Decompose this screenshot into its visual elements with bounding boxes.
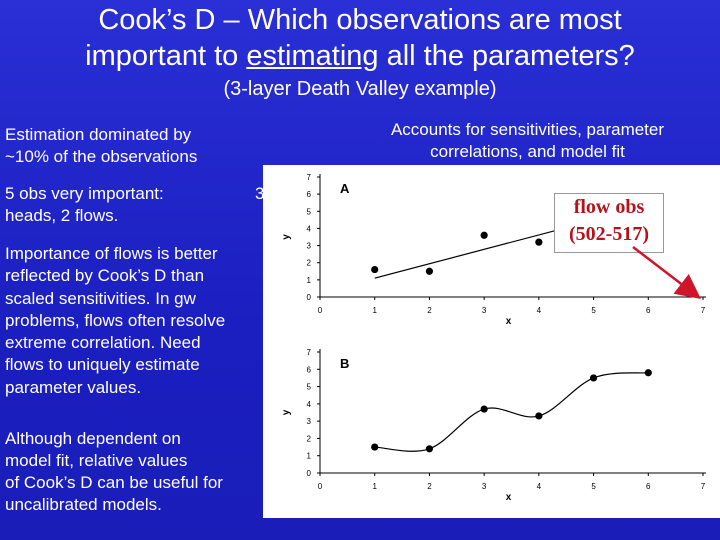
left-p2-line: heads, 2 flows. [5, 206, 119, 225]
left-p2-line: 5 obs very important: [5, 184, 164, 203]
y-tick-label: 7 [307, 173, 312, 182]
right-heading-line: correlations, and model fit [430, 142, 625, 161]
left-p3-line: parameter values. [5, 377, 142, 397]
data-point [644, 369, 652, 377]
left-p3-line: problems, flows often resolve [5, 310, 226, 330]
left-p4-line: model fit, relative values [5, 451, 188, 470]
x-tick-label: 3 [482, 306, 487, 315]
y-tick-label: 2 [307, 259, 312, 268]
y-tick-label: 1 [307, 276, 312, 285]
y-tick-label: 1 [307, 452, 312, 461]
panel-label: A [340, 181, 350, 196]
y-tick-label: 3 [307, 417, 312, 426]
data-point [425, 445, 434, 453]
left-paragraph-2: 5 obs very important: heads, 2 flows. [5, 183, 164, 227]
x-tick-label: 1 [372, 306, 377, 315]
y-tick-label: 6 [307, 365, 312, 374]
x-tick-label: 5 [591, 482, 596, 491]
left-p4-line: Although dependent on [5, 429, 181, 448]
data-point [589, 374, 598, 382]
x-tick-label: 7 [701, 482, 706, 491]
y-tick-label: 0 [307, 293, 312, 302]
title-underlined-word: estimating [246, 40, 379, 72]
x-tick-label: 3 [482, 482, 487, 491]
y-tick-label: 2 [307, 434, 312, 443]
right-heading: Accounts for sensitivities, parameter co… [355, 119, 700, 163]
y-tick-label: 0 [307, 469, 312, 478]
y-tick-label: 5 [307, 207, 312, 216]
left-p1-line: Estimation dominated by [5, 125, 192, 144]
y-tick-label: 5 [307, 383, 312, 392]
left-paragraph-3: Importance of flows is better reflected … [5, 243, 225, 399]
smooth-line [374, 372, 649, 452]
data-point [535, 412, 543, 420]
left-p3-line: scaled sensitivities. In gw [5, 288, 196, 308]
slide-title: Cook’s D – Which observations are most i… [0, 2, 720, 74]
y-tick-label: 6 [307, 190, 312, 199]
left-p1-line: ~10% of the observations [5, 147, 198, 166]
x-tick-label: 7 [701, 306, 706, 315]
flow-obs-callout: flow obs (502-517) [554, 193, 664, 253]
callout-line: (502-517) [569, 223, 649, 245]
x-tick-label: 6 [646, 306, 651, 315]
left-p4-line: of Cook’s D can be useful for [5, 473, 223, 492]
title-line-2: important to estimating all the paramete… [0, 38, 720, 74]
x-tick-label: 6 [646, 482, 651, 491]
y-tick-label: 4 [307, 400, 312, 409]
data-point [480, 405, 488, 413]
x-tick-label: 4 [537, 306, 542, 315]
left-p3-line: flows to uniquely estimate [5, 355, 200, 375]
left-paragraph-1: Estimation dominated by ~10% of the obse… [5, 124, 197, 168]
left-p4-line: uncalibrated models. [5, 495, 162, 514]
left-p3-line: extreme correlation. Need [5, 333, 201, 353]
y-tick-label: 3 [307, 242, 312, 251]
x-axis-label: x [506, 492, 512, 503]
left-p3-line: Importance of flows is better [5, 244, 218, 263]
callout-line: flow obs [573, 196, 645, 218]
title-line-2-pre: important to [85, 40, 247, 72]
title-line-1: Cook’s D – Which observations are most [98, 4, 622, 36]
x-tick-label: 5 [591, 306, 596, 315]
panel-label: B [340, 356, 349, 371]
left-paragraph-4: Although dependent on model fit, relativ… [5, 428, 223, 516]
data-point [535, 238, 543, 246]
data-point [371, 265, 379, 274]
x-tick-label: 4 [537, 482, 542, 491]
data-point [425, 267, 434, 275]
x-tick-label: 2 [427, 482, 432, 491]
left-p3-line: reflected by Cook’s D than [5, 266, 205, 286]
data-point [371, 443, 379, 451]
x-tick-label: 1 [372, 482, 377, 491]
y-tick-label: 4 [307, 224, 312, 233]
slide-subtitle: (3-layer Death Valley example) [223, 78, 497, 100]
x-axis-label: x [506, 316, 512, 327]
clipped-text-fragment: 3 [255, 184, 265, 203]
right-heading-line: Accounts for sensitivities, parameter [390, 120, 665, 139]
x-tick-label: 0 [318, 306, 323, 315]
title-line-2-post: all the parameters? [378, 40, 635, 72]
x-tick-label: 0 [318, 482, 323, 491]
y-axis-label: y [281, 234, 292, 240]
y-axis-label: y [281, 409, 292, 415]
y-tick-label: 7 [307, 348, 312, 357]
x-tick-label: 2 [427, 306, 432, 315]
data-point [480, 231, 488, 239]
